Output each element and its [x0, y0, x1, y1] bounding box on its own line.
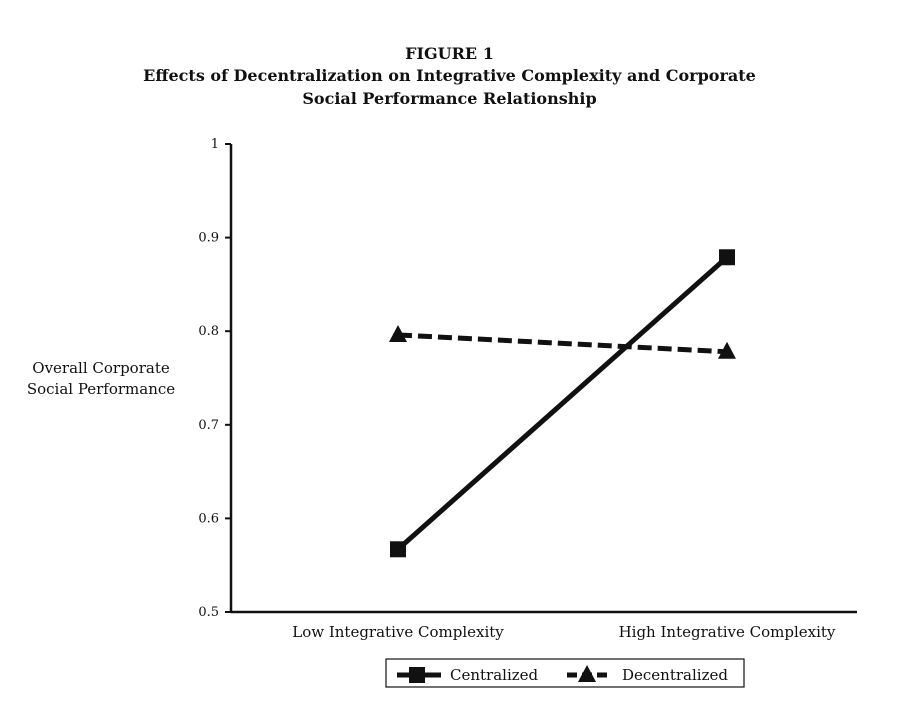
x-axis-labels: Low Integrative Complexity High Integrati…: [292, 623, 836, 641]
triangle-marker: [718, 341, 736, 359]
triangle-marker: [389, 324, 407, 342]
x-category-label: High Integrative Complexity: [619, 623, 836, 641]
y-axis-label-line: Overall Corporate: [32, 359, 170, 377]
y-tick-label: 0.9: [198, 231, 219, 246]
figure-number: FIGURE 1: [405, 44, 494, 63]
y-tick-label: 0.6: [198, 511, 219, 526]
y-tick-label: 0.5: [198, 605, 219, 620]
series-line-decentralized: [397, 332, 728, 355]
figure-title-line-2: Social Performance Relationship: [302, 89, 597, 108]
legend-box: [385, 658, 745, 688]
legend-label: Decentralized: [622, 666, 728, 684]
square-marker: [390, 541, 406, 558]
y-axis-ticks: 0.5 0.6 0.7 0.8 0.9 1: [198, 137, 231, 620]
figure-title-line-1: Effects of Decentralization on Integrati…: [143, 66, 756, 85]
legend-item-decentralized: Decentralized: [567, 665, 728, 684]
y-axis-label: Overall Corporate Social Performance: [27, 359, 175, 398]
series-group: [389, 249, 736, 558]
series-line-centralized: [396, 255, 729, 552]
square-marker: [719, 249, 735, 266]
legend: Centralized Decentralized: [385, 658, 745, 688]
series-centralized: [390, 249, 735, 558]
square-marker: [409, 667, 425, 683]
y-tick-label: 0.7: [198, 418, 219, 433]
triangle-marker: [578, 665, 596, 682]
axes: [229, 144, 857, 614]
legend-label: Centralized: [450, 666, 539, 684]
series-decentralized: [389, 324, 736, 359]
x-category-label: Low Integrative Complexity: [292, 623, 504, 641]
y-tick-label: 1: [211, 137, 219, 152]
y-axis-label-line: Social Performance: [27, 380, 175, 398]
y-tick-label: 0.8: [198, 324, 219, 339]
legend-item-centralized: Centralized: [397, 666, 539, 684]
